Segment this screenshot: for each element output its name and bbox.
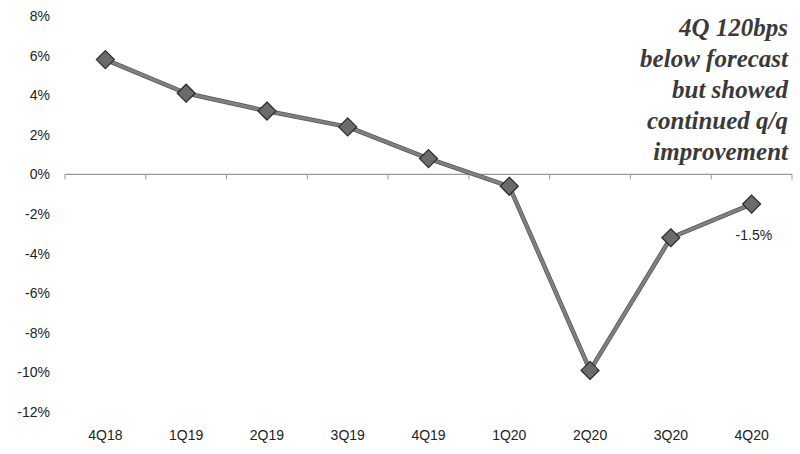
- x-tick: [388, 174, 389, 179]
- x-tick: [711, 174, 712, 179]
- marker: [500, 177, 518, 195]
- marker: [177, 84, 195, 102]
- x-tick-label: 2Q19: [250, 427, 284, 443]
- y-tick-label: 0%: [30, 166, 50, 182]
- y-tick-label: -6%: [25, 285, 50, 301]
- marker: [339, 118, 357, 136]
- y-tick-label: 4%: [30, 87, 50, 103]
- marker: [581, 361, 599, 379]
- x-tick: [226, 174, 227, 179]
- y-tick-label: -12%: [17, 404, 50, 420]
- x-tick-label: 1Q19: [169, 427, 203, 443]
- marker: [662, 229, 680, 247]
- chart: -12% -10% -8% -6% -4% -2% 0% 2% 4% 6% 8% 4Q18 1Q19 2Q…: [0, 0, 800, 454]
- x-tick: [468, 174, 469, 179]
- x-tick-label: 1Q20: [492, 427, 526, 443]
- x-tick-label: 4Q19: [411, 427, 445, 443]
- y-tick-label: -4%: [25, 246, 50, 262]
- annotation: below forecast: [640, 45, 789, 72]
- y-tick-label: 6%: [30, 48, 50, 64]
- x-tick-label: 4Q20: [734, 427, 768, 443]
- y-tick-label: -8%: [25, 325, 50, 341]
- marker: [420, 150, 438, 168]
- annotation: but showed: [672, 76, 789, 103]
- data-label: -1.5%: [736, 227, 773, 243]
- y-tick-label: -2%: [25, 206, 50, 222]
- x-tick-label: 2Q20: [573, 427, 607, 443]
- x-axis: [65, 174, 792, 175]
- marker: [258, 102, 276, 120]
- annotation: continued q/q: [647, 107, 788, 134]
- x-tick-label: 4Q18: [88, 427, 122, 443]
- y-tick-label: 2%: [30, 127, 50, 143]
- x-tick-label: 3Q20: [654, 427, 688, 443]
- x-tick: [792, 174, 793, 179]
- x-tick: [630, 174, 631, 179]
- x-tick: [65, 174, 66, 179]
- annotation: 4Q 120bps: [678, 14, 788, 41]
- annotation: improvement: [653, 138, 789, 165]
- marker: [743, 195, 761, 213]
- y-tick-label: -10%: [17, 364, 50, 380]
- x-tick-label: 3Q19: [331, 427, 365, 443]
- y-tick-label: 8%: [30, 8, 50, 24]
- x-tick: [145, 174, 146, 179]
- x-tick: [549, 174, 550, 179]
- marker: [96, 51, 114, 69]
- series: [96, 51, 760, 380]
- x-tick: [307, 174, 308, 179]
